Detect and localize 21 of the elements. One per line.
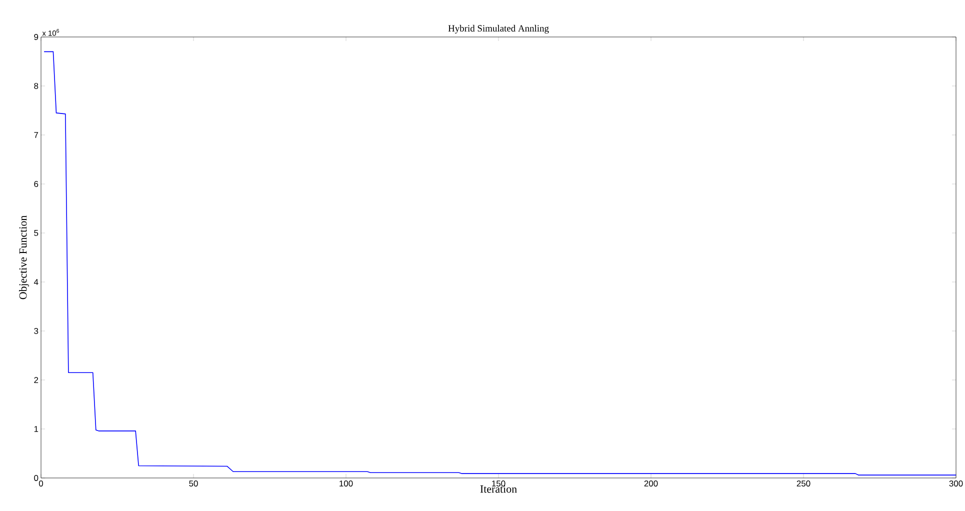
chart-title: Hybrid Simulated Annling xyxy=(448,24,549,34)
x-tick-label: 200 xyxy=(644,480,658,486)
x-tick-label: 300 xyxy=(949,480,963,486)
x-tick-label: 0 xyxy=(38,480,44,486)
y-tick-label: 4 xyxy=(34,279,38,285)
line-series xyxy=(44,51,956,476)
y-tick-label: 7 xyxy=(34,132,38,138)
y-tick-label: 8 xyxy=(34,82,38,89)
x-tick-label: 250 xyxy=(796,480,810,486)
y-tick-label: 3 xyxy=(34,328,38,334)
x-tick-label: 100 xyxy=(340,480,353,486)
y-tick-label: 0 xyxy=(34,474,38,481)
x-axis-title: Iteration xyxy=(480,485,517,493)
y-tick-label: 2 xyxy=(34,377,38,383)
x-tick-label: 150 xyxy=(492,480,506,486)
y-tick-label: 1 xyxy=(34,426,38,432)
x-tick-label: 50 xyxy=(189,480,198,486)
y-tick-label: 5 xyxy=(34,230,38,236)
y-tick-label: 9 xyxy=(34,34,38,40)
y-tick-label: 6 xyxy=(34,180,38,187)
y-axis-title: Objective Function xyxy=(19,215,29,300)
